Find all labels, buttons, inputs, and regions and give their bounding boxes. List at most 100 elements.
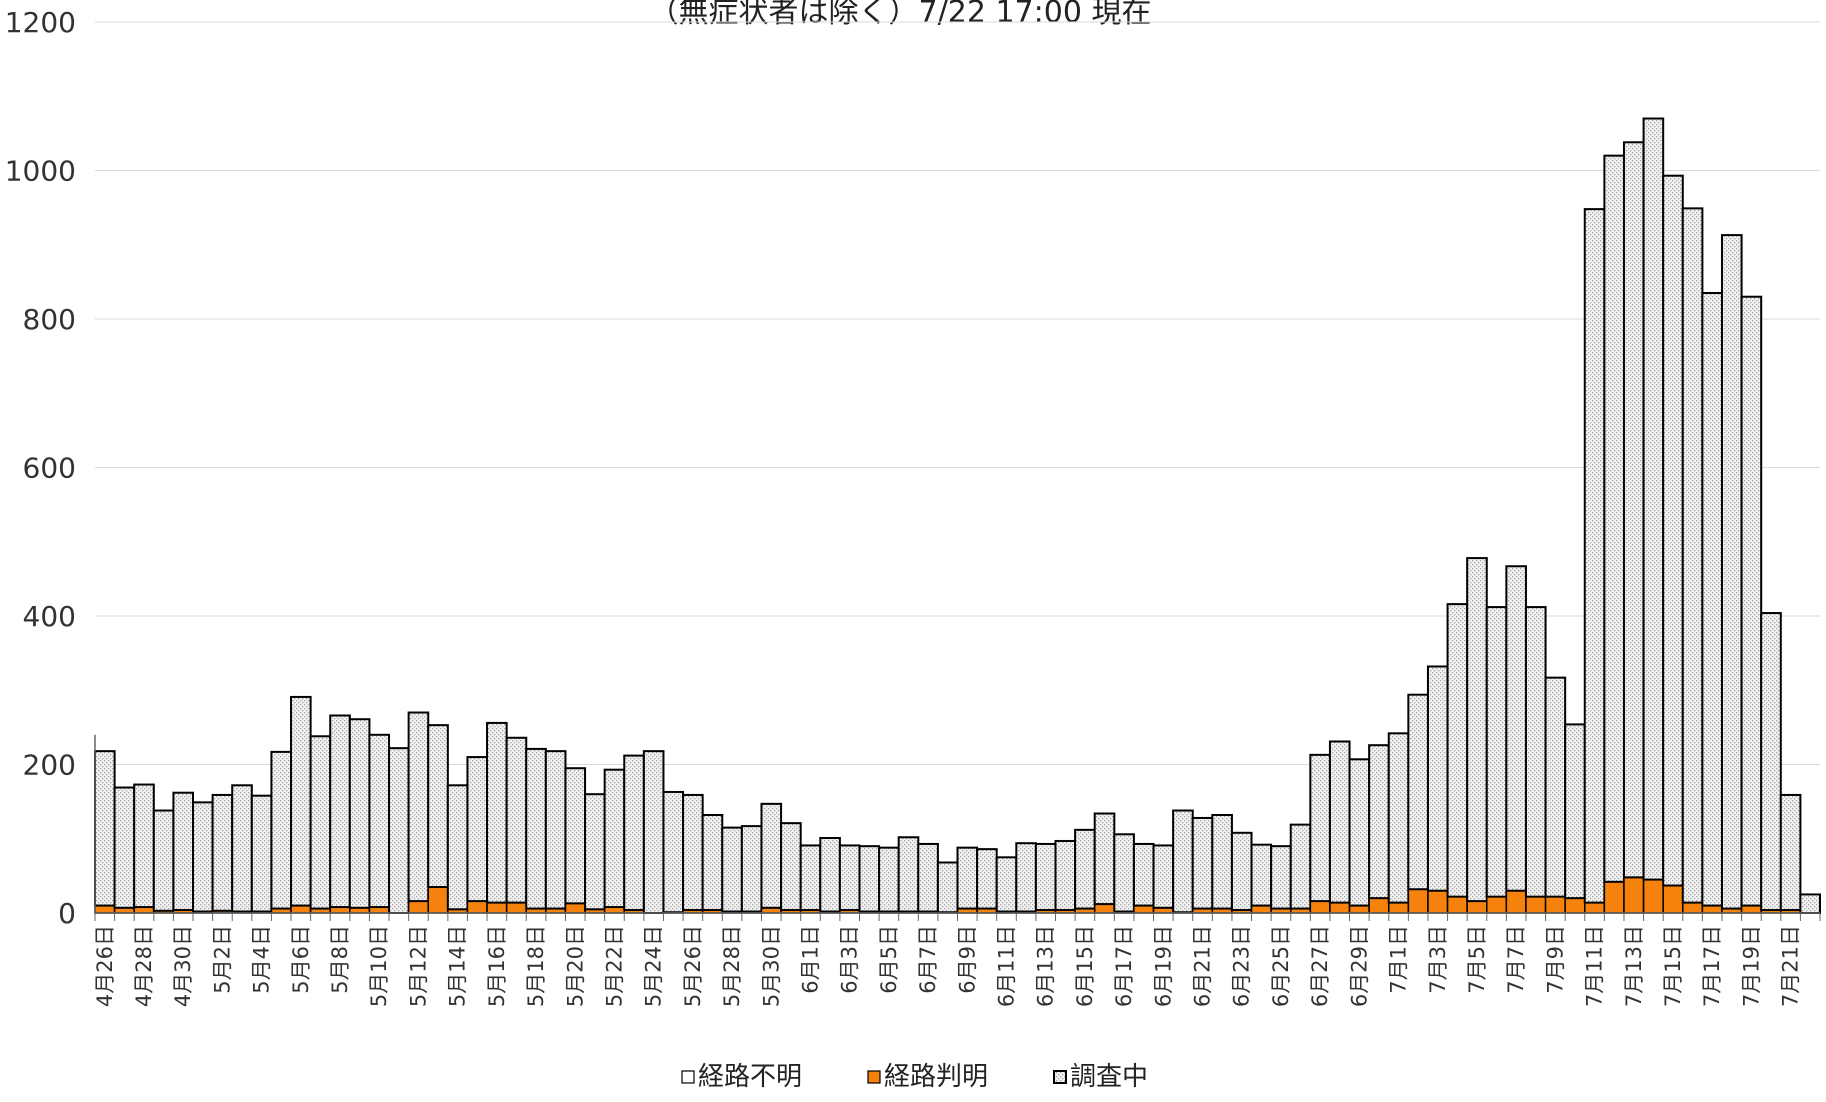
bar-segment-unknown: [1583, 208, 1606, 904]
bar-segment-known: [1564, 897, 1586, 914]
x-tick-label: 7月19日: [1739, 925, 1763, 1007]
x-tick-label: 6月11日: [995, 925, 1019, 1007]
bar-segment-unknown: [1191, 816, 1214, 910]
bar-segment-unknown: [1524, 606, 1547, 898]
bar-segment-known: [427, 886, 449, 914]
bar-segment-known: [1133, 904, 1155, 914]
bar-segment-unknown: [976, 848, 998, 910]
x-tick-label: 6月9日: [955, 925, 979, 994]
bar-segment-unknown: [1348, 758, 1371, 907]
bar-segment-unknown: [309, 735, 332, 910]
bar-segment-unknown: [1289, 823, 1312, 910]
x-tick-label: 7月5日: [1465, 925, 1489, 994]
x-tick-label: 6月13日: [1034, 925, 1058, 1007]
y-tick-label: 1200: [5, 6, 76, 39]
bar-segment-unknown: [682, 793, 704, 912]
bar-segment-unknown: [642, 750, 665, 915]
bar-segment-known: [486, 901, 508, 914]
bar-segment-unknown: [290, 695, 312, 907]
bar-segment-unknown: [662, 790, 685, 914]
bar-segment-known: [407, 900, 429, 914]
bar-segment-unknown: [1113, 833, 1135, 913]
bar-segment-unknown: [917, 842, 939, 913]
bar-segment-known: [1642, 878, 1664, 914]
y-tick-label: 1000: [5, 155, 76, 188]
x-tick-label: 6月21日: [1191, 925, 1215, 1007]
bar-segment-unknown: [1779, 793, 1802, 912]
bar-segment-unknown: [152, 809, 175, 912]
bar-segment-known: [1701, 904, 1723, 914]
bar-segment-known: [1427, 889, 1449, 914]
bar-segment-unknown: [1368, 744, 1390, 900]
x-tick-label: 5月18日: [524, 925, 548, 1007]
bar-segment-unknown: [1152, 844, 1175, 909]
x-tick-label: 5月2日: [210, 925, 234, 994]
bar-segment-unknown: [1034, 842, 1057, 912]
bar-segment-unknown: [1720, 234, 1743, 910]
bar-segment-known: [466, 900, 488, 914]
x-tick-label: 5月30日: [759, 925, 783, 1007]
bar-segment-known: [1250, 904, 1272, 914]
bar-segment-unknown: [1466, 557, 1488, 903]
bar-segment-unknown: [1799, 893, 1821, 914]
bar-segment-unknown: [348, 718, 371, 909]
x-tick-label: 7月11日: [1583, 925, 1607, 1007]
bar-segment-unknown: [760, 802, 783, 909]
x-tick-label: 6月3日: [838, 925, 862, 994]
bar-segment-known: [1544, 895, 1566, 914]
bar-segment-unknown: [231, 784, 253, 913]
bar-segment-unknown: [446, 784, 469, 911]
legend: 経路不明 経路判明 調査中: [681, 1062, 1148, 1092]
x-tick-label: 4月26日: [93, 925, 117, 1007]
bar-segment-known: [1093, 903, 1116, 914]
x-tick-label: 4月28日: [132, 925, 156, 1007]
x-tick-label: 5月20日: [563, 925, 587, 1007]
bar-segment-unknown: [388, 747, 410, 914]
bar-segment-unknown: [936, 861, 959, 914]
x-tick-label: 5月4日: [250, 925, 274, 994]
bar-segment-known: [1407, 888, 1429, 914]
y-tick-label: 0: [58, 897, 76, 930]
bar-segment-unknown: [1701, 292, 1723, 907]
x-tick-label: 5月14日: [446, 925, 470, 1007]
bar-segment-unknown: [584, 793, 606, 911]
bar-segment-unknown: [1642, 117, 1665, 881]
bar-segment-unknown: [427, 724, 449, 889]
x-tick-label: 5月6日: [289, 925, 313, 994]
x-tick-label: 5月8日: [328, 925, 352, 994]
chart-subtitle: （無症状者は除く）7/22 17:00 現在: [649, 0, 1152, 30]
bar-segment-unknown: [1328, 740, 1351, 904]
legend-swatch: [867, 1070, 881, 1084]
bar-segment-known: [1329, 901, 1351, 914]
bar-segment-unknown: [1093, 812, 1116, 906]
bar-segment-known: [505, 901, 528, 914]
y-axis: 0 200 400 600 800 1000 1200: [5, 6, 76, 930]
x-tick-label: 5月12日: [406, 925, 430, 1007]
bar-segment-unknown: [878, 846, 900, 913]
bar-segment-known: [1309, 900, 1331, 914]
bar-segment-known: [1740, 904, 1762, 914]
bar-segment-known: [564, 902, 586, 914]
bar-segment-unknown: [623, 754, 645, 912]
bar-segment-unknown: [270, 750, 293, 910]
x-tick-label: 5月22日: [602, 925, 626, 1007]
x-tick-label: 4月30日: [171, 925, 195, 1007]
bar-segment-known: [1446, 895, 1468, 914]
x-tick-label: 7月21日: [1779, 925, 1803, 1007]
x-tick-label: 6月23日: [1230, 925, 1254, 1007]
bar-segment-unknown: [1407, 693, 1429, 891]
bar-segment-unknown: [564, 767, 587, 905]
x-tick-label: 6月15日: [1073, 925, 1097, 1007]
bar-segment-unknown: [1387, 732, 1410, 904]
bar-segment-unknown: [858, 845, 881, 913]
bar-segment-unknown: [799, 844, 822, 912]
bar-segment-unknown: [1603, 154, 1625, 883]
bar-segment-known: [1348, 904, 1370, 914]
bar-segment-unknown: [505, 736, 528, 904]
bar-segment-unknown: [329, 714, 351, 909]
x-tick-label: 7月1日: [1387, 925, 1411, 994]
y-tick-label: 600: [23, 452, 76, 485]
bar-segment-unknown: [172, 791, 195, 912]
bar-segment-unknown: [995, 856, 1018, 913]
x-tick-label: 5月10日: [367, 925, 391, 1007]
